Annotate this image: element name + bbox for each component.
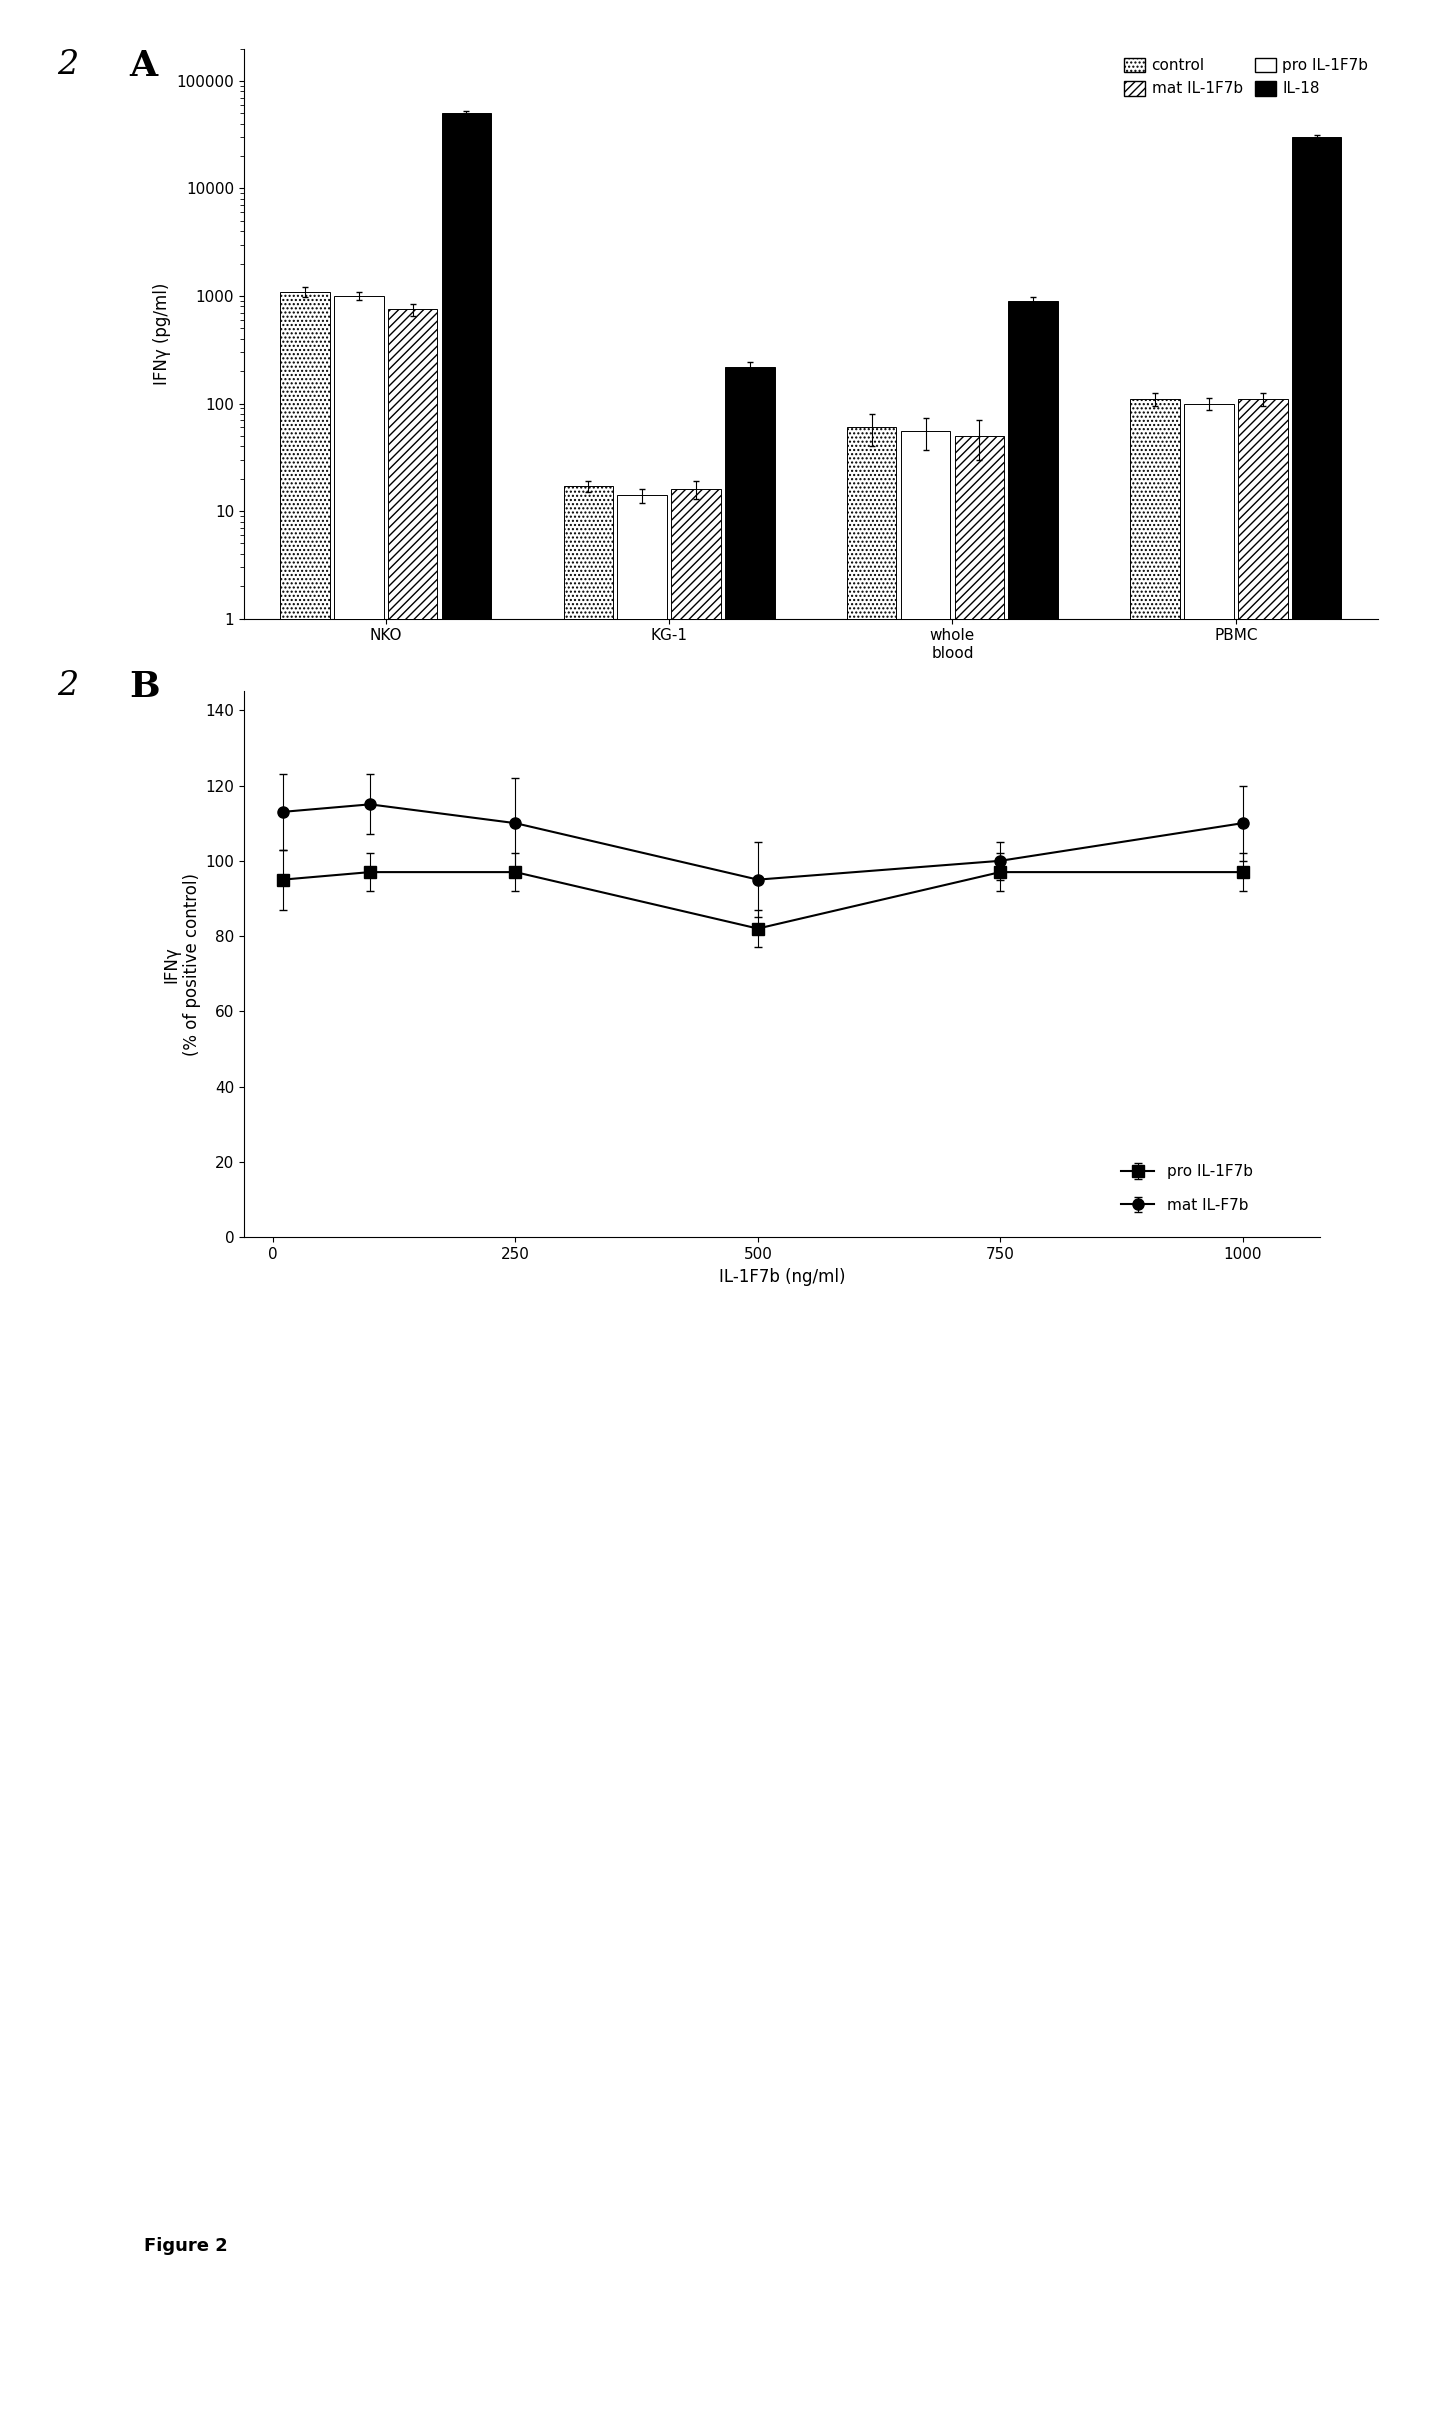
Text: Figure 2: Figure 2 (144, 2237, 227, 2254)
Bar (387, 311, 438, 2426)
Bar (954, 437, 1004, 2426)
Bar (280, 291, 330, 2426)
Bar (725, 366, 775, 2426)
Text: B: B (129, 670, 159, 704)
Text: 2: 2 (57, 49, 79, 80)
Legend: control, mat IL-1F7b, pro IL-1F7b, IL-18: control, mat IL-1F7b, pro IL-1F7b, IL-18 (1118, 51, 1375, 102)
Bar (442, 114, 491, 2426)
Bar (617, 495, 667, 2426)
Bar (1238, 400, 1287, 2426)
Text: A: A (129, 49, 158, 82)
Bar (1184, 403, 1234, 2426)
Y-axis label: IFNγ (pg/ml): IFNγ (pg/ml) (154, 281, 171, 386)
Legend: pro IL-1F7b, mat IL-F7b: pro IL-1F7b, mat IL-F7b (1115, 1157, 1258, 1218)
Bar (901, 432, 950, 2426)
Bar (672, 490, 720, 2426)
Text: 2: 2 (57, 670, 79, 701)
Bar (1292, 138, 1342, 2426)
Bar (847, 427, 897, 2426)
Bar (564, 485, 613, 2426)
X-axis label: IL-1F7b (ng/ml): IL-1F7b (ng/ml) (719, 1266, 845, 1286)
Bar (334, 296, 383, 2426)
Y-axis label: IFNγ
(% of positive control): IFNγ (% of positive control) (162, 873, 201, 1055)
Bar (1009, 301, 1058, 2426)
Bar (1131, 400, 1180, 2426)
